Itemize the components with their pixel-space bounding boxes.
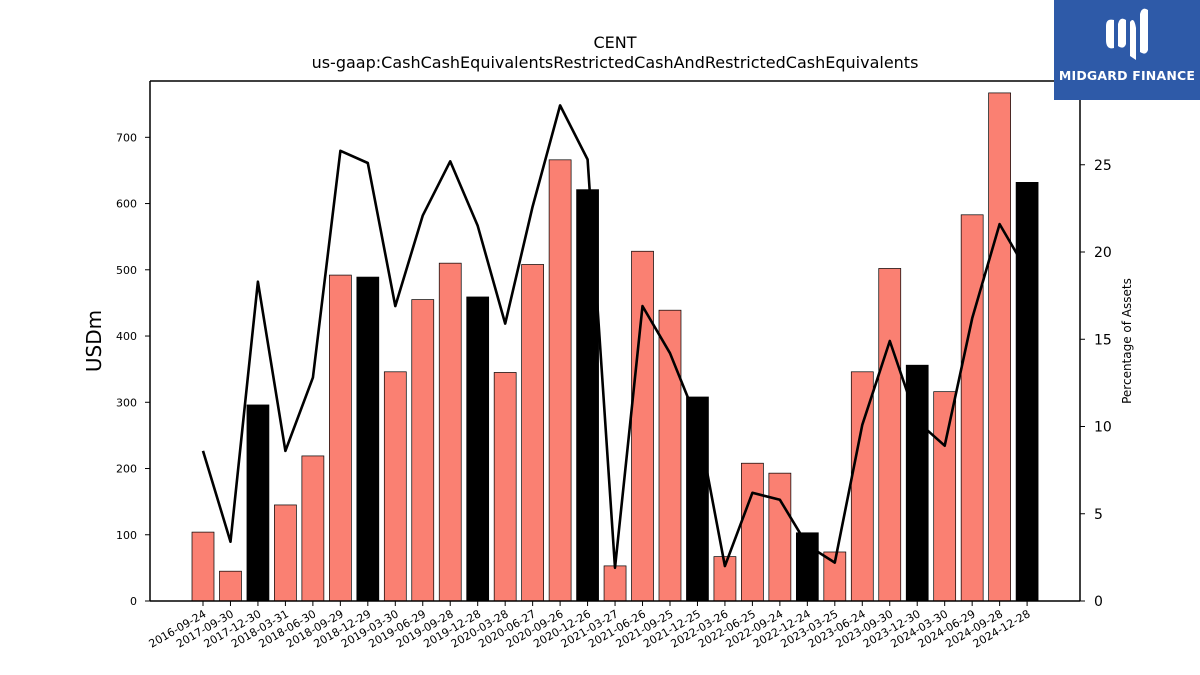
bar-2020-12-26 [576,189,599,602]
bar-2018-03-31 [274,504,297,602]
bar-2018-09-29 [329,274,352,602]
bar-2019-06-29 [411,299,435,602]
chart-title: CENT [593,33,636,52]
bar-2020-06-27 [521,264,544,602]
bar-2024-12-28 [1015,182,1039,602]
bar-2019-09-28 [438,262,462,602]
y2-axis-label: Percentage of Assets [1120,278,1134,404]
bar-2017-12-30 [246,404,270,602]
bar-2018-12-29 [356,276,380,602]
y-tick-label: 200 [116,463,137,476]
bar-2021-06-26 [631,250,654,602]
bar-2019-03-30 [383,371,407,602]
bar-2020-03-28 [493,372,517,602]
logo-mark-icon [1106,8,1148,60]
bar-2024-03-30 [933,391,957,602]
y2-tick-label: 5 [1094,507,1103,523]
bar-2024-09-28 [988,92,1011,602]
bar-2017-09-30 [219,570,242,602]
y-tick-label: 0 [130,595,137,608]
bar-2020-09-26 [548,159,572,602]
bar-2022-06-25 [741,462,764,602]
bar-2022-09-24 [768,472,792,602]
bar-2019-12-28 [466,296,490,602]
y-tick-label: 500 [116,264,137,277]
bar-2018-06-30 [301,455,325,602]
bar-series [191,92,1039,602]
y-tick-label: 100 [116,529,137,542]
midgard-finance-logo: MIDGARD FINANCE [1054,0,1200,100]
percentage-of-assets-line [201,104,1029,570]
y2-tick-label: 0 [1094,594,1103,610]
bar-2021-03-27 [603,565,627,602]
y-tick-label: 300 [116,396,137,409]
y-axis-label: USDm [82,310,106,372]
y2-tick-label: 10 [1094,420,1112,436]
y-tick-label: 600 [116,198,137,211]
bar-2023-06-24 [850,371,874,602]
y-tick-label: 700 [116,131,137,144]
bar-2023-09-30 [878,268,902,602]
bar-2024-06-29 [960,214,984,602]
logo-text: MIDGARD FINANCE [1058,68,1196,83]
y-tick-label: 400 [116,330,137,343]
line-series [201,104,1029,570]
y2-tick-label: 20 [1094,245,1112,261]
bar-2016-09-24 [191,531,215,602]
y2-tick-label: 15 [1094,332,1112,348]
chart-subtitle: us-gaap:CashCashEquivalentsRestrictedCas… [312,53,919,72]
y2-tick-label: 25 [1094,158,1112,174]
